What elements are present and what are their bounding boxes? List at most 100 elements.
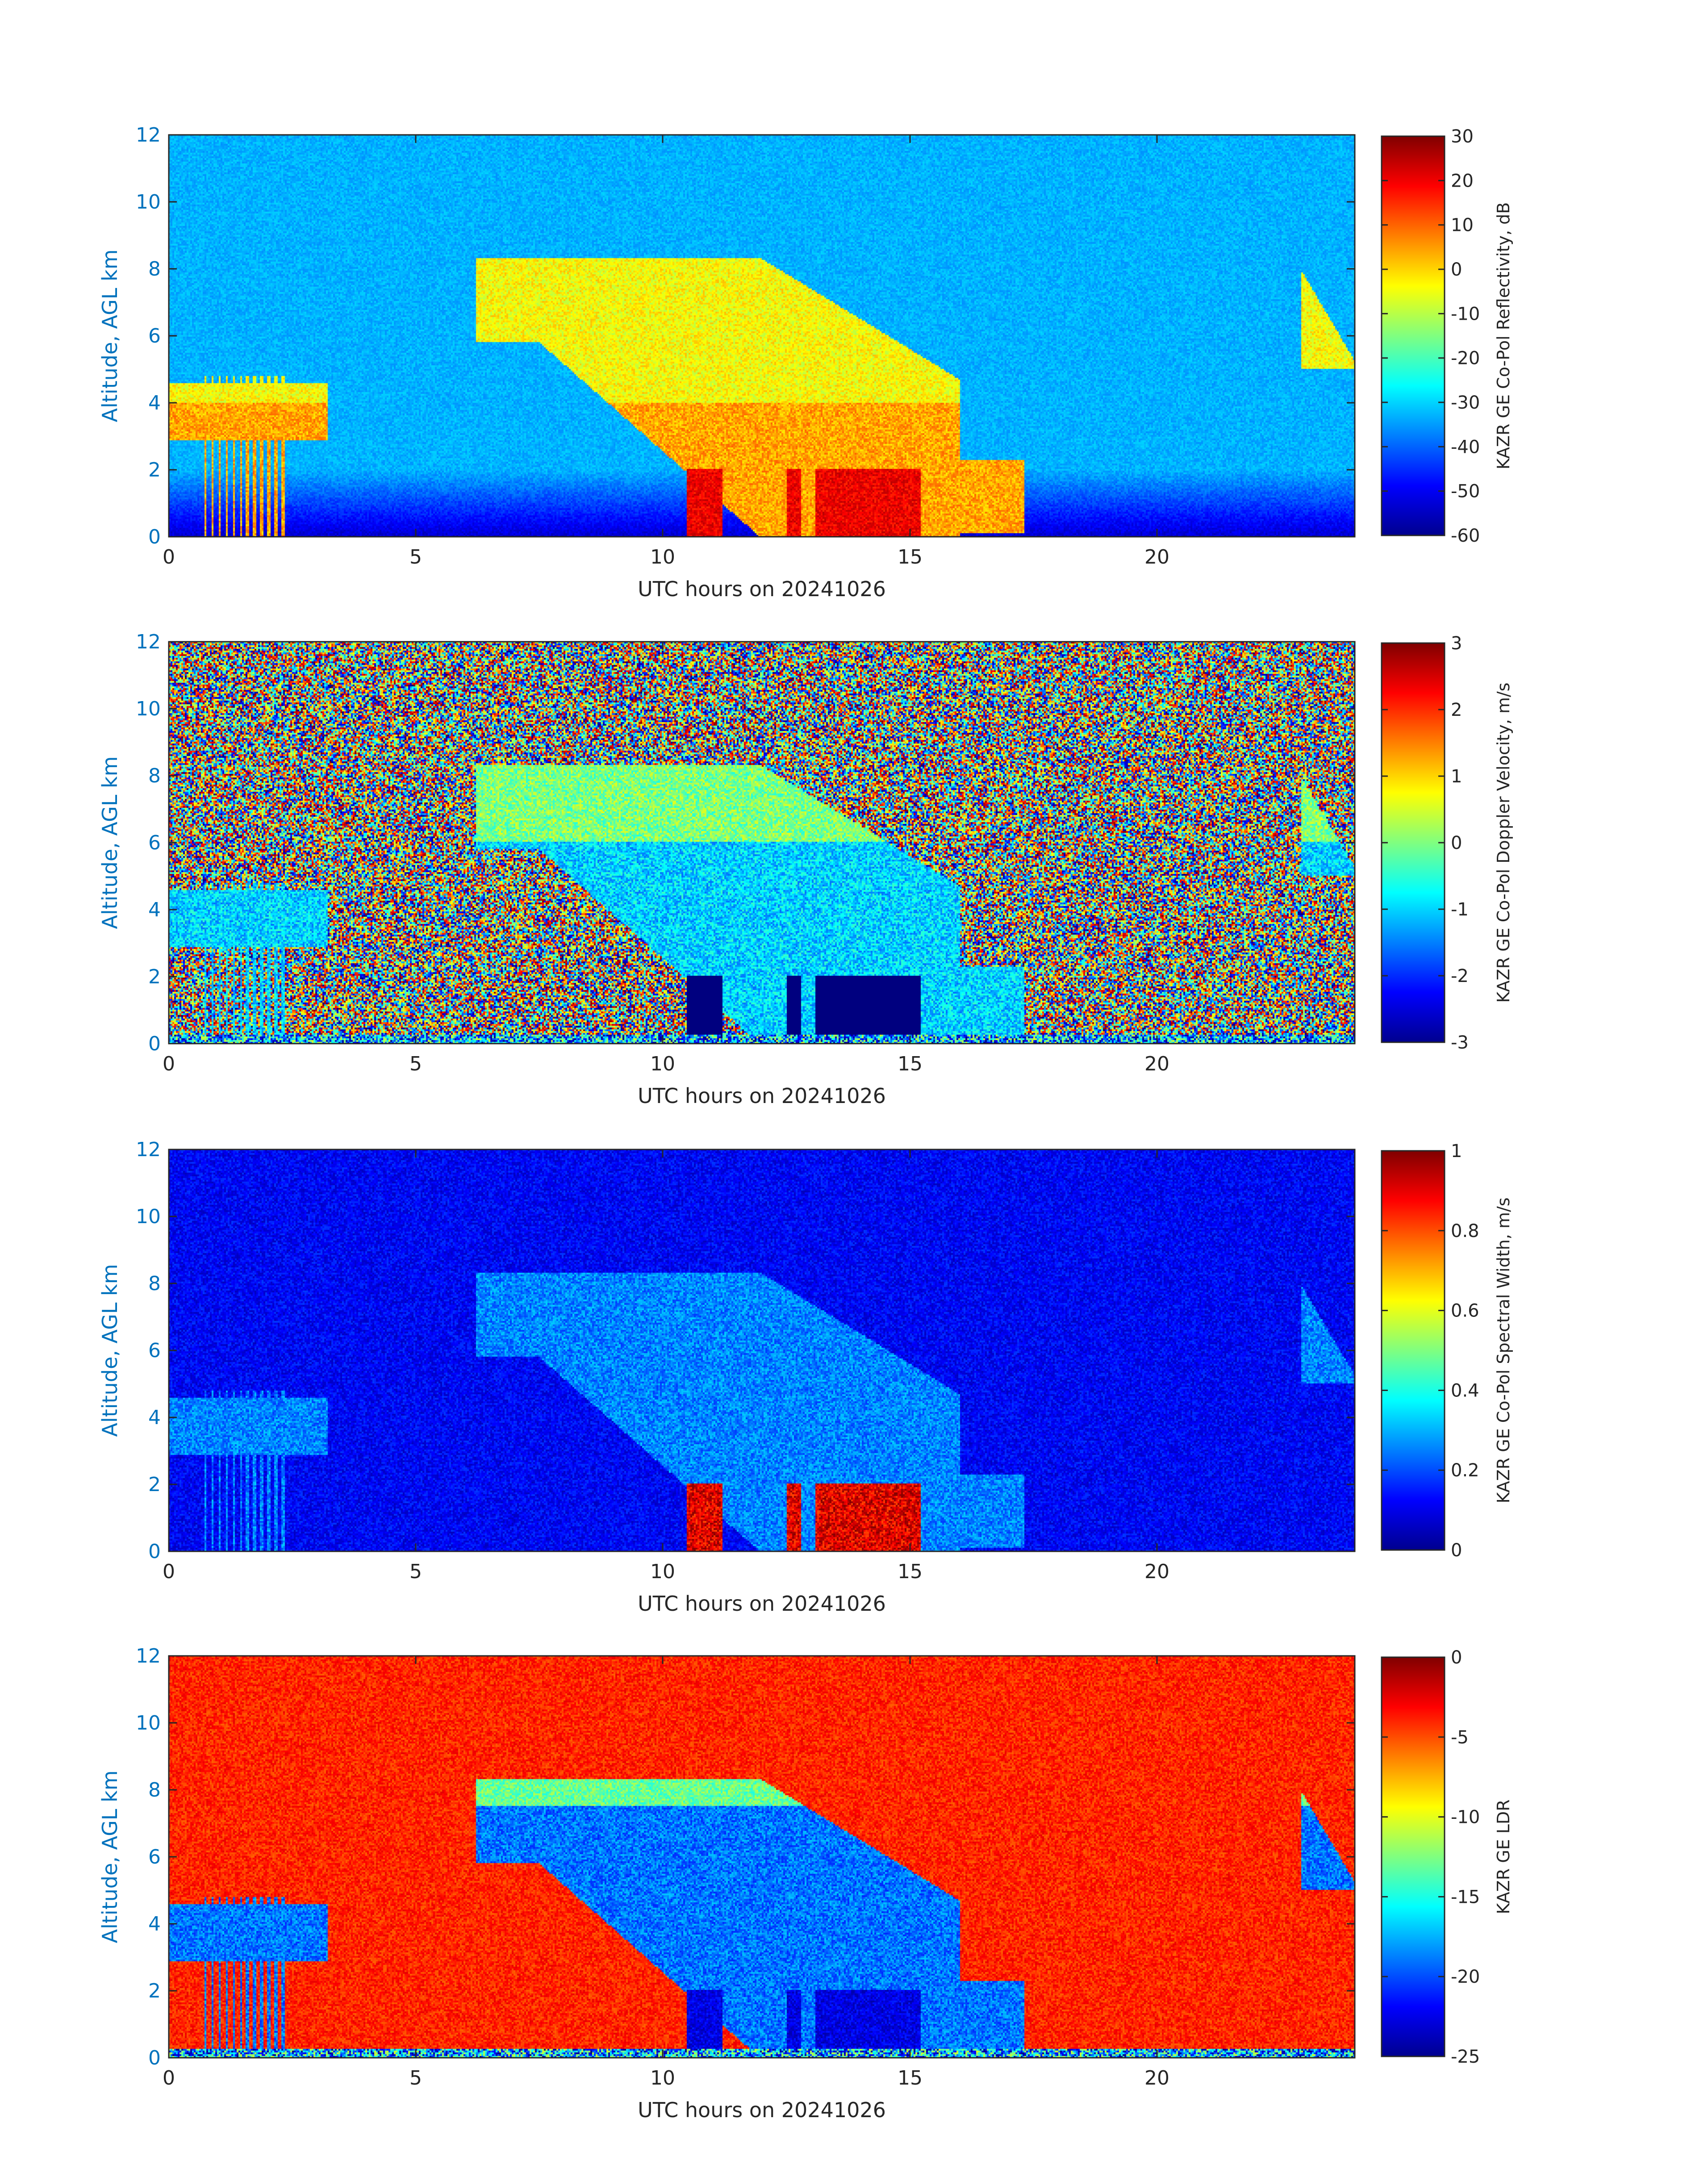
x-tick-label: 0	[163, 546, 175, 568]
colorbar-tick-label: 0.4	[1451, 1380, 1479, 1401]
colorbar	[1381, 135, 1445, 536]
y-tick-label: 8	[148, 258, 161, 280]
y-axis-label: Altitude, AGL km	[98, 249, 122, 422]
colorbar	[1381, 642, 1445, 1043]
axis-tick-marks	[168, 134, 1355, 538]
colorbar-label: KAZR GE LDR	[1494, 1799, 1513, 1914]
colorbar-tick-label: 0	[1451, 1647, 1462, 1668]
y-tick-label: 2	[148, 459, 161, 481]
x-axis: 0 5 10 15 20	[163, 546, 1169, 568]
y-tick-label: 8	[148, 1779, 161, 1801]
colorbar-tick-label: 20	[1451, 171, 1474, 191]
x-tick-label: 20	[1144, 1560, 1169, 1583]
y-tick-label: 4	[148, 1913, 161, 1935]
colorbar-tick-label: 0	[1451, 1540, 1462, 1561]
y-tick-label: 12	[136, 124, 161, 146]
spectral-width-heatmap	[169, 1149, 1355, 1551]
x-tick-label: 15	[898, 2067, 923, 2089]
x-tick-label: 0	[163, 2067, 175, 2089]
colorbar-tick-label: 0	[1451, 259, 1462, 280]
y-tick-label: 6	[148, 325, 161, 347]
reflectivity-heatmap	[169, 135, 1355, 537]
y-tick-label: 8	[148, 765, 161, 787]
y-tick-label: 10	[136, 698, 161, 720]
x-axis-label: UTC hours on 20241026	[638, 2098, 886, 2122]
panel-spectral-width: 0 2 4 6 8 10 12 0 5 10 15 20 UTC hours o…	[98, 1138, 1513, 1616]
y-tick-label: 4	[148, 1406, 161, 1429]
y-axis-label: Altitude, AGL km	[98, 756, 122, 929]
colorbar-tick-label: -15	[1451, 1887, 1480, 1907]
y-tick-label: 6	[148, 1846, 161, 1868]
x-tick-label: 15	[898, 546, 923, 568]
axis-tick-marks	[168, 641, 1355, 1045]
colorbar-tick-label: -60	[1451, 526, 1480, 546]
axis-tick-marks	[168, 1149, 1355, 1552]
colorbar-tick-label: 1	[1451, 1141, 1462, 1162]
colorbar-label: KAZR GE Co-Pol Spectral Width, m/s	[1494, 1197, 1513, 1503]
colorbar-tick-label: 0.6	[1451, 1301, 1479, 1321]
y-tick-label: 10	[136, 1712, 161, 1734]
panel-ldr: 0 2 4 6 8 10 12 0 5 10 15 20 UTC hours o…	[98, 1645, 1513, 2122]
colorbar-tick-label: 0	[1451, 833, 1462, 853]
y-tick-label: 4	[148, 898, 161, 921]
x-tick-label: 0	[163, 1053, 175, 1075]
y-tick-label: 2	[148, 1980, 161, 2002]
x-tick-label: 20	[1144, 1053, 1169, 1075]
colorbar-tick-label: -10	[1451, 1807, 1480, 1828]
y-axis: 0 2 4 6 8 10 12	[136, 1645, 161, 2069]
colorbar-tick-label: -3	[1451, 1032, 1469, 1053]
x-axis: 0 5 10 15 20	[163, 2067, 1169, 2089]
y-tick-label: 0	[148, 2047, 161, 2069]
colorbar-tick-label: 1	[1451, 766, 1462, 787]
y-tick-label: 6	[148, 832, 161, 854]
ldr-heatmap	[169, 1656, 1355, 2058]
colorbar-tick-label: -30	[1451, 393, 1480, 413]
x-axis: 0 5 10 15 20	[163, 1053, 1169, 1075]
colorbar-tick-label: -20	[1451, 1967, 1480, 1987]
x-tick-label: 0	[163, 1560, 175, 1583]
y-tick-label: 2	[148, 965, 161, 988]
y-axis-label: Altitude, AGL km	[98, 1770, 122, 1943]
colorbar-tick-label: -20	[1451, 348, 1480, 369]
y-tick-label: 4	[148, 392, 161, 414]
y-axis: 0 2 4 6 8 10 12	[136, 1138, 161, 1563]
colorbar-tick-label: 0.8	[1451, 1221, 1479, 1241]
y-tick-label: 10	[136, 1205, 161, 1228]
x-tick-label: 5	[409, 1053, 422, 1075]
colorbar-tick-label: -2	[1451, 966, 1469, 986]
y-tick-label: 8	[148, 1272, 161, 1295]
colorbar-tick-label: 3	[1451, 633, 1462, 654]
y-tick-label: 10	[136, 191, 161, 213]
colorbar-tick-label: 0.2	[1451, 1460, 1479, 1481]
colorbar-ticks: -60 -50 -40 -30 -20 -10 0 10 20 30	[1382, 126, 1480, 546]
x-tick-label: 5	[409, 546, 422, 568]
colorbar-ticks: -3 -2 -1 0 1 2 3	[1382, 633, 1469, 1053]
colorbar-label: KAZR GE Co-Pol Reflectivity, dB	[1494, 202, 1513, 469]
y-tick-label: 6	[148, 1339, 161, 1362]
colorbar-ticks: -25 -20 -15 -10 -5 0	[1382, 1647, 1480, 2067]
colorbar-tick-label: -1	[1451, 899, 1469, 920]
x-tick-label: 20	[1144, 2067, 1169, 2089]
colorbar-label: KAZR GE Co-Pol Doppler Velocity, m/s	[1494, 682, 1513, 1003]
colorbar-tick-label: -10	[1451, 304, 1480, 324]
x-axis-label: UTC hours on 20241026	[638, 577, 886, 601]
colorbar-tick-label: -50	[1451, 481, 1480, 502]
x-tick-label: 10	[650, 546, 675, 568]
colorbar	[1381, 1150, 1445, 1551]
panel-doppler-velocity: 0 2 4 6 8 10 12 0 5 10 15 20 UTC hours o…	[98, 631, 1513, 1108]
colorbar-tick-label: -25	[1451, 2047, 1480, 2067]
y-tick-label: 2	[148, 1473, 161, 1496]
x-tick-label: 5	[409, 1560, 422, 1583]
x-axis-label: UTC hours on 20241026	[638, 1084, 886, 1108]
y-tick-label: 0	[148, 526, 161, 548]
x-tick-label: 15	[898, 1053, 923, 1075]
y-tick-label: 0	[148, 1540, 161, 1563]
colorbar	[1381, 1656, 1445, 2057]
x-axis-label: UTC hours on 20241026	[638, 1592, 886, 1616]
x-tick-label: 10	[650, 1560, 675, 1583]
colorbar-tick-label: 30	[1451, 126, 1474, 147]
x-tick-label: 15	[898, 1560, 923, 1583]
y-tick-label: 12	[136, 1645, 161, 1667]
colorbar-ticks: 0 0.2 0.4 0.6 0.8 1	[1382, 1141, 1479, 1561]
